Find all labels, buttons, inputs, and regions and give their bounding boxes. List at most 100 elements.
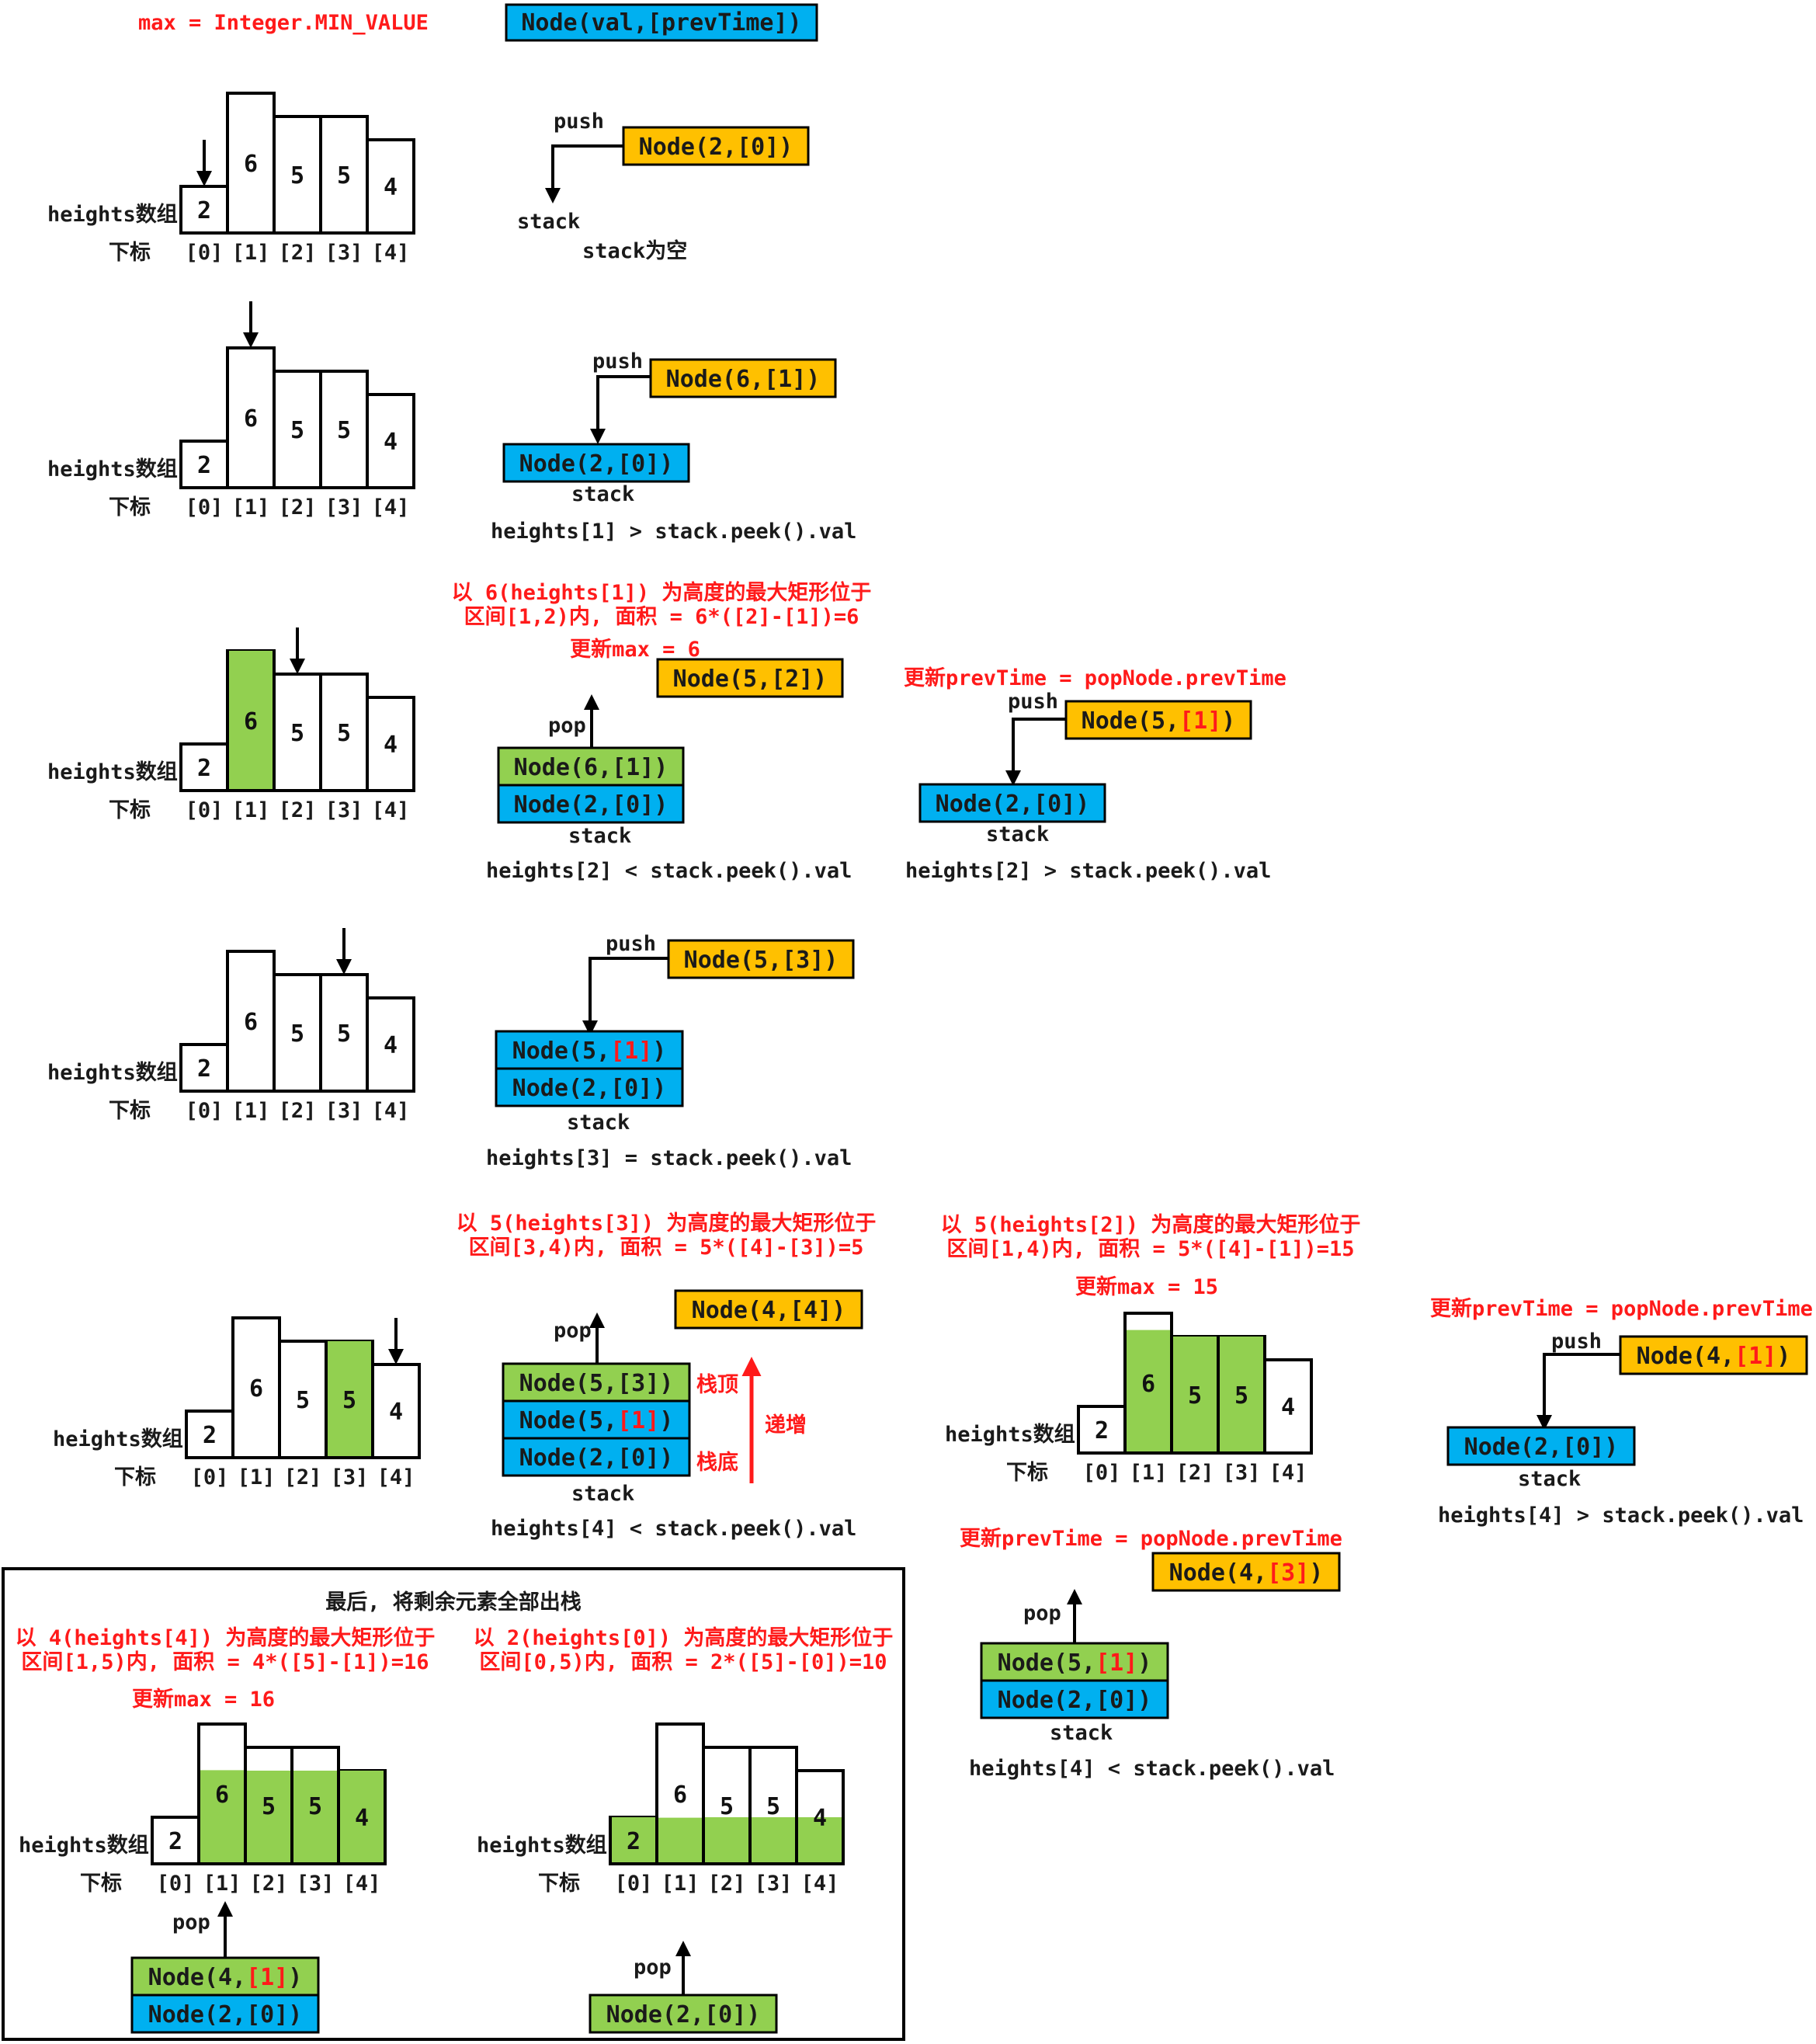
node-box: [1151, 1552, 1341, 1592]
height-bar: [179, 742, 229, 792]
node-label: Node(4,[4]): [692, 1297, 846, 1324]
bar-index: [1]: [232, 798, 270, 822]
bar-value: 5: [1188, 1382, 1202, 1410]
bar-fill: [200, 1770, 244, 1862]
index-label: 下标: [1006, 1461, 1048, 1485]
update-max-label: 更新max = 16: [132, 1687, 275, 1712]
stack-node-label: Node(5,[1]): [998, 1649, 1152, 1677]
heights-array-label: heights数组: [47, 202, 178, 227]
note-line: 以 6(heights[1]) 为高度的最大矩形位于: [452, 580, 872, 605]
stack-node-label: Node(5,[1]): [512, 1038, 667, 1065]
node-box: [674, 1289, 863, 1330]
push-label: push: [554, 110, 604, 134]
final-frame: [2, 1567, 905, 2041]
bar-index: [1]: [661, 1872, 700, 1896]
bar-index: [0]: [186, 1099, 224, 1123]
push-label: push: [606, 932, 656, 956]
height-bar: [366, 393, 415, 489]
stack-node-box: [495, 1067, 684, 1107]
update-max-label: 更新max = 6: [570, 637, 700, 662]
heights-array-label: heights数组: [477, 1833, 607, 1858]
bar-index: [1]: [232, 1099, 270, 1123]
height-bar: [273, 370, 322, 489]
bar-index: [4]: [372, 1099, 410, 1123]
stack-label: stack: [567, 1111, 630, 1135]
compare-label: heights[3] = stack.peek().val: [486, 1146, 852, 1170]
bar-index: [3]: [755, 1872, 793, 1896]
node-box: [656, 658, 844, 698]
bar-value: 5: [337, 1020, 351, 1048]
bar-value: 4: [384, 429, 398, 456]
bar-fill: [658, 1817, 702, 1862]
stack-label: stack: [571, 482, 634, 506]
height-bar: [226, 950, 276, 1093]
bar-index: [4]: [372, 798, 410, 822]
compare-label: heights[2] > stack.peek().val: [905, 859, 1271, 883]
max-init-label: max = Integer.MIN_VALUE: [138, 11, 429, 35]
stack-node-label: Node(2,[0]): [936, 791, 1090, 818]
bar-index: [2]: [279, 798, 317, 822]
stack-node-box: [589, 1994, 778, 2034]
push-arrow: [582, 957, 668, 1036]
bar-value: 2: [168, 1828, 182, 1855]
height-bar: [179, 1043, 229, 1093]
compare-label: heights[1] > stack.peek().val: [491, 520, 856, 544]
stack-label: stack: [1050, 1721, 1113, 1745]
bar-index: [2]: [279, 241, 317, 265]
stack-node-box: [502, 1399, 691, 1440]
bar-value: 6: [1141, 1371, 1155, 1398]
heights-array-label: heights数组: [19, 1833, 149, 1858]
compare-label: heights[4] < stack.peek().val: [969, 1757, 1335, 1781]
note-line: 区间[1,4)内, 面积 = 5*([4]-[1])=15: [946, 1237, 1354, 1261]
bar-value: 5: [290, 417, 304, 444]
bar-index: [4]: [343, 1872, 381, 1896]
bar-fill: [612, 1817, 655, 1862]
bar-fill: [340, 1771, 384, 1862]
bar-index: [0]: [186, 798, 224, 822]
pop-label: pop: [1023, 1601, 1061, 1625]
bar-value: 6: [244, 708, 258, 735]
stack-node-label: Node(4,[1]): [148, 1964, 303, 1991]
stack-label: stack: [517, 210, 580, 234]
stack-node-label: Node(5,[1]): [519, 1407, 674, 1434]
bar-index: [2]: [284, 1465, 322, 1490]
stack-bottom-label: 栈底: [696, 1450, 738, 1475]
bar-value: 6: [244, 151, 258, 178]
bar-value: 5: [342, 1387, 356, 1414]
height-bar: [179, 185, 229, 235]
stack-node-box: [502, 1437, 691, 1477]
bar-value: 2: [1095, 1417, 1109, 1444]
bar-value: 4: [389, 1399, 403, 1426]
bar-index: [0]: [191, 1465, 229, 1490]
stack-top-label: 栈顶: [696, 1373, 738, 1397]
update-max-label: 更新max = 15: [1075, 1274, 1218, 1299]
stack-empty-label: stack为空: [582, 238, 687, 263]
push-arrow: [590, 375, 651, 444]
index-label: 下标: [109, 1099, 151, 1123]
bar-value: 2: [197, 755, 211, 782]
height-bar: [1263, 1358, 1313, 1455]
index-label: 下标: [109, 241, 151, 265]
note-line: 区间[1,5)内, 面积 = 4*([5]-[1])=16: [21, 1650, 429, 1674]
bar-value: 4: [813, 1805, 827, 1832]
bar-index: [3]: [1223, 1461, 1261, 1485]
bar-index: [2]: [1176, 1461, 1214, 1485]
stack-node-box: [980, 1679, 1169, 1719]
stack-node-label: Node(6,[1]): [514, 754, 668, 781]
bar-index: [0]: [1083, 1461, 1121, 1485]
height-bar: [226, 92, 276, 235]
bar-index: [0]: [186, 241, 224, 265]
note-line: 以 4(heights[4]) 为高度的最大矩形位于: [16, 1625, 436, 1650]
node-box: [649, 358, 837, 398]
bar-value: 5: [290, 162, 304, 189]
heights-array-label: heights数组: [945, 1422, 1075, 1447]
bar-value: 5: [290, 1020, 304, 1048]
note-line: 区间[0,5)内, 面积 = 2*([5]-[0])=10: [479, 1650, 887, 1674]
note-line: 以 2(heights[0]) 为高度的最大矩形位于: [474, 1625, 894, 1650]
bar-value: 4: [1281, 1394, 1295, 1421]
note-line: 区间[1,2)内, 面积 = 6*([2]-[1])=6: [464, 605, 859, 629]
bar-index: [1]: [238, 1465, 276, 1490]
push-label: push: [1551, 1330, 1602, 1354]
bar-value: 2: [197, 1055, 211, 1083]
